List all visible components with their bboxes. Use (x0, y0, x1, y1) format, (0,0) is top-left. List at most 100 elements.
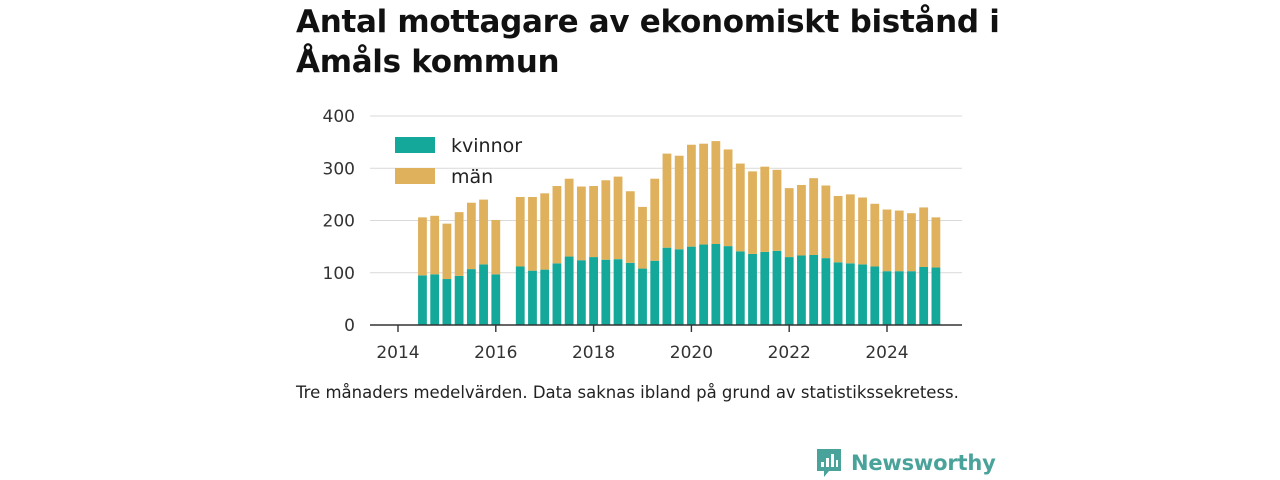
bar-man (430, 215, 440, 275)
bar-man (797, 184, 806, 256)
bar-kvinnor (858, 264, 867, 325)
legend-label: män (451, 166, 493, 188)
bar-man (589, 186, 598, 258)
bars (418, 141, 941, 325)
bar-kvinnor (833, 262, 843, 325)
bar-man (748, 171, 757, 254)
bar-man (528, 196, 537, 271)
bar-kvinnor (894, 271, 904, 325)
bar-kvinnor (735, 251, 745, 325)
bar-man (662, 153, 672, 248)
bar-kvinnor (845, 263, 855, 325)
bar-kvinnor (540, 269, 550, 325)
bar-man (601, 180, 611, 260)
bar-man (919, 207, 929, 268)
bar-kvinnor (870, 266, 880, 325)
legend-swatch (395, 137, 435, 153)
bar-man (491, 219, 501, 275)
bar-man (907, 213, 916, 272)
y-tick-label: 300 (323, 159, 355, 179)
bar-kvinnor (466, 269, 476, 325)
bar-kvinnor (748, 253, 757, 325)
y-axis-ticks: 0 100 200 300 400 (323, 107, 355, 336)
bar-man (699, 143, 709, 245)
bar-man (625, 191, 635, 263)
y-tick-label: 0 (344, 316, 355, 336)
bar-kvinnor (430, 274, 440, 325)
bar-man (931, 217, 941, 268)
bar-man (845, 194, 855, 264)
bar-kvinnor (723, 246, 733, 325)
bar-man (760, 166, 770, 252)
y-tick-label: 200 (323, 212, 355, 232)
x-tick-label: 2020 (670, 343, 713, 363)
bar-man (772, 169, 782, 251)
bar-man (674, 155, 684, 250)
bar-kvinnor (564, 256, 574, 325)
bar-kvinnor (552, 263, 562, 325)
bar-kvinnor (674, 249, 684, 325)
x-tick-label: 2022 (768, 343, 811, 363)
bar-kvinnor (882, 271, 892, 325)
bar-kvinnor (919, 267, 929, 325)
bar-man (613, 176, 623, 260)
bar-man (564, 178, 574, 257)
bar-kvinnor (454, 275, 464, 325)
bar-kvinnor (625, 262, 635, 325)
bar-man (735, 163, 745, 252)
newsworthy-logo-icon (817, 449, 841, 477)
bar-man (833, 195, 843, 263)
bar-man (540, 193, 550, 270)
bar-kvinnor (528, 270, 537, 325)
bar-man (442, 223, 452, 280)
bar-kvinnor (662, 247, 672, 325)
bar-kvinnor (601, 259, 611, 325)
bar-man (638, 206, 647, 269)
legend: kvinnor män (395, 135, 522, 188)
y-tick-label: 100 (323, 264, 355, 284)
bar-man (711, 141, 721, 245)
bar-kvinnor (711, 244, 721, 325)
bar-kvinnor (515, 266, 525, 325)
bar-kvinnor (638, 268, 647, 325)
bar-man (515, 196, 525, 267)
bar-kvinnor (576, 260, 586, 325)
bar-man (894, 210, 904, 272)
bar-man (858, 197, 867, 265)
brand-logo[interactable]: Newsworthy (815, 447, 996, 479)
bar-kvinnor (760, 251, 770, 325)
chart-title: Antal mottagare av ekonomiskt bistånd i … (296, 4, 1000, 80)
bar-kvinnor (809, 254, 819, 325)
y-tick-label: 400 (323, 107, 355, 127)
bar-man (466, 202, 476, 270)
bar-man (650, 178, 660, 261)
legend-label: kvinnor (451, 135, 522, 157)
bar-kvinnor (491, 274, 501, 325)
bar-kvinnor (821, 258, 831, 325)
bar-kvinnor (589, 257, 598, 325)
bar-kvinnor (613, 259, 623, 325)
bar-man (784, 188, 794, 258)
bar-man (576, 186, 586, 261)
chart-caption: Tre månaders medelvärden. Data saknas ib… (296, 383, 959, 402)
x-axis-ticks: 2014 2016 2018 2020 2022 2024 (376, 325, 909, 363)
bar-kvinnor (784, 257, 794, 325)
bar-man (809, 178, 819, 255)
bar-man (821, 185, 831, 259)
bar-man (870, 203, 880, 267)
legend-swatch (395, 168, 435, 184)
bar-kvinnor (699, 244, 709, 325)
bar-kvinnor (797, 255, 806, 325)
bar-kvinnor (772, 250, 782, 325)
bar-man (418, 217, 427, 276)
bar-man (552, 186, 562, 264)
bar-man (882, 209, 892, 272)
bar-kvinnor (687, 246, 696, 325)
x-tick-label: 2018 (572, 343, 615, 363)
x-tick-label: 2024 (865, 343, 908, 363)
bar-kvinnor (418, 275, 427, 325)
bar-kvinnor (442, 279, 452, 325)
bar-man (723, 149, 733, 247)
bar-kvinnor (650, 260, 660, 325)
